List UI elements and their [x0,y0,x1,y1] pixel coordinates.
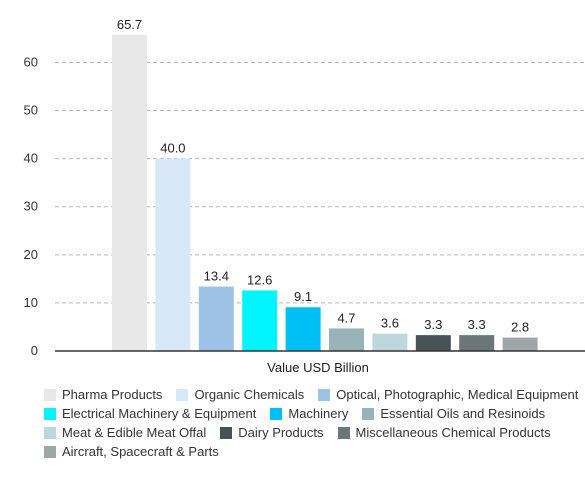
legend-item: Essential Oils and Resinoids [362,405,545,423]
bar-value-label: 65.7 [117,17,142,32]
y-tick-label: 30 [24,199,38,214]
legend: Pharma Products Organic Chemicals Optical,… [44,386,580,461]
x-axis-label: Value USD Billion [267,360,369,375]
bar-value-label: 3.3 [424,317,442,332]
bar [155,158,191,351]
legend-swatch [337,427,350,439]
bar-chart: 0 10 20 30 40 50 60 65.7 40.0 13.4 12.6 9.1 4.7 3.6 3… [24,17,585,375]
bar [459,335,495,351]
y-tick-label: 50 [24,103,38,118]
legend-item: Dairy Products [220,424,324,442]
bar [285,307,321,351]
grid-lines [55,61,585,304]
bar [198,286,234,351]
bar-value-label: 3.3 [468,317,486,332]
legend-swatch [44,389,56,401]
legend-swatch [318,389,331,401]
legend-label: Electrical Machinery & Equipment [62,406,257,421]
legend-item: Optical, Photographic, Medical Equipment [318,386,578,404]
y-tick-label: 40 [24,151,38,166]
legend-item: Organic Chemicals [176,386,304,404]
bar-value-label: 2.8 [511,320,529,335]
legend-item: Meat & Edible Meat Offal [44,424,206,442]
legend-label: Meat & Edible Meat Offal [62,425,207,440]
y-tick-label: 20 [24,247,38,262]
legend-item: Machinery [270,405,348,423]
bar [329,328,364,351]
legend-label: Organic Chemicals [194,387,305,402]
legend-label: Pharma Products [62,387,163,402]
bar [242,290,278,351]
bar [502,337,538,351]
legend-item: Aircraft, Spacecraft & Parts [44,443,219,461]
legend-label: Miscellaneous Chemical Products [355,425,551,440]
legend-label: Essential Oils and Resinoids [380,406,546,421]
legend-item: Electrical Machinery & Equipment [44,405,256,423]
legend-label: Machinery [288,406,349,421]
y-axis: 0 10 20 30 40 50 60 [24,54,38,358]
legend-swatch [362,408,375,420]
bar [112,35,147,351]
legend-label: Aircraft, Spacecraft & Parts [62,444,219,459]
legend-swatch [44,408,56,420]
value-labels-group: 65.7 40.0 13.4 12.6 9.1 4.7 3.6 3.3 3.3 2.8 [117,17,529,334]
legend-item: Miscellaneous Chemical Products [337,424,551,442]
bar-value-label: 3.6 [381,316,399,331]
bar-value-label: 4.7 [337,310,355,325]
legend-swatch [176,389,189,401]
bar-value-label: 9.1 [294,289,312,304]
legend-label: Dairy Products [238,425,324,440]
legend-item: Pharma Products [44,386,162,404]
legend-swatch [270,408,283,420]
legend-label: Optical, Photographic, Medical Equipment [336,387,579,402]
y-tick-label: 0 [31,343,38,358]
legend-swatch [44,427,56,439]
legend-swatch [220,427,233,439]
y-tick-label: 10 [24,295,38,310]
legend-swatch [44,446,56,458]
bar-value-label: 13.4 [204,269,229,284]
bar [415,335,451,351]
bar-value-label: 40.0 [160,141,185,156]
bars-group [112,35,538,351]
bar [372,333,408,351]
bar-value-label: 12.6 [247,272,272,287]
y-tick-label: 60 [24,54,38,69]
